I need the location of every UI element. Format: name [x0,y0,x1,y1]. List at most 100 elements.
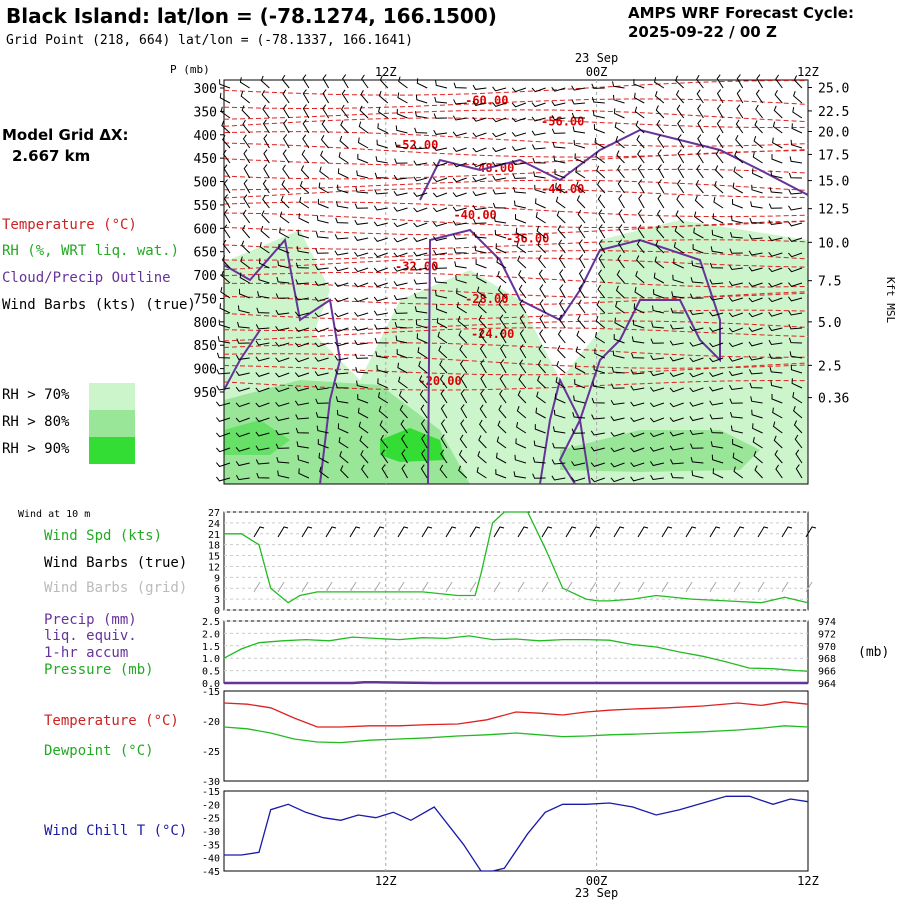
grid-wind-barb [613,581,621,593]
wind-barb [458,465,468,479]
surface-wind-barb [445,526,457,538]
grid-wind-barb [493,581,501,593]
wind-barb [649,461,665,467]
wind-barb [515,227,527,239]
wind-barb [295,414,309,420]
wind-barb [511,117,527,123]
wind-barb [770,170,783,179]
wind-barb [472,176,487,182]
wind-barb [439,360,448,374]
wind-barb [420,464,428,479]
wind-barb [262,179,270,194]
wind-barb [511,146,527,152]
wind-barb [533,440,546,449]
wind-barb [637,164,645,179]
wind-barb [590,430,605,436]
wind-barb [652,305,665,314]
wind-barb [335,396,349,404]
wind-barb [514,454,527,464]
wind-barb [572,126,586,134]
isotherm-line [223,117,809,129]
isotherm-line [223,179,809,191]
wind-barb [453,82,467,89]
wind-barb [394,158,408,164]
wind-speed-tick-label: 0 [214,606,220,617]
wind-barb [282,89,290,104]
wind-barb [414,306,428,314]
wind-barb [334,297,349,303]
wind-barb [694,195,704,209]
isotherm-label: -40.00 [453,208,496,222]
wind-barb [375,156,388,164]
wind-barb [615,301,625,314]
wind-barb [712,213,724,224]
wind-barb [340,104,349,119]
wind-barb [300,165,310,179]
wind-barb [728,356,743,362]
isotherm-line [223,327,809,342]
wind-barb [494,229,507,239]
wind-barb [452,220,467,226]
wind-barb [793,75,803,89]
wind-barb [593,124,605,134]
wind-barb [432,177,448,183]
wind-barb [751,184,763,194]
wind-barb [375,351,388,359]
isotherm-line [223,150,809,166]
wind-barb [576,330,586,344]
wind-barb [752,152,763,164]
wind-barb [282,134,290,149]
wind-barb [458,330,468,344]
wind-barb [472,218,487,224]
isotherm-label: -28.00 [465,292,508,306]
wind-barb [669,417,684,422]
wind-barb [315,248,329,254]
wind-barb [650,474,664,481]
wind-barb [670,307,684,314]
wind-barb [492,117,507,123]
wind-barb [480,389,487,404]
wind-barb [378,106,389,119]
pressure-tick-label: 400 [194,129,217,144]
wind-barb [223,179,231,194]
wind-barb [495,243,507,254]
wind-barb [453,234,467,240]
wind-barb [278,243,290,254]
wind-barb [499,314,507,329]
wind-barb [297,229,310,239]
wind-barb [378,90,389,104]
wind-barb [577,299,586,314]
precip-label: Precip (mm) [44,612,137,628]
wind-barb [499,374,507,389]
wind-barb [416,78,428,89]
wind-barb [730,411,743,419]
wind-barb [261,90,270,104]
wind-barb [355,367,369,374]
wind-barb [393,252,408,258]
rh-80-label: RH > 80% [2,414,70,430]
page-title: Black Island: lat/lon = (-78.1274, 166.1… [6,4,497,28]
wind-barb [515,438,527,449]
height-tick-label: 7.5 [818,275,841,290]
wind-barb [478,419,487,434]
wind-barb [709,342,724,348]
isotherm-label: -56.00 [541,114,584,128]
wind-barb [219,79,231,89]
wind-barb [314,264,329,270]
surface-wind-barb [541,526,553,538]
wind-barb [518,284,527,299]
wind-barb [452,162,467,168]
wind-barb [499,389,507,404]
wind-barb [539,314,547,329]
wind-barb [379,420,389,434]
precip-liq-label: liq. equiv. [44,628,137,644]
wind-barb [768,326,783,332]
wind-barb [591,97,605,104]
wind-barb [787,296,803,302]
wind-barb [689,416,704,422]
wind-barb [655,240,665,254]
wind-barb [394,308,408,314]
wind-barb [716,104,724,119]
wind-speed-tick-label: 18 [208,541,220,552]
wind-barb [235,461,250,467]
